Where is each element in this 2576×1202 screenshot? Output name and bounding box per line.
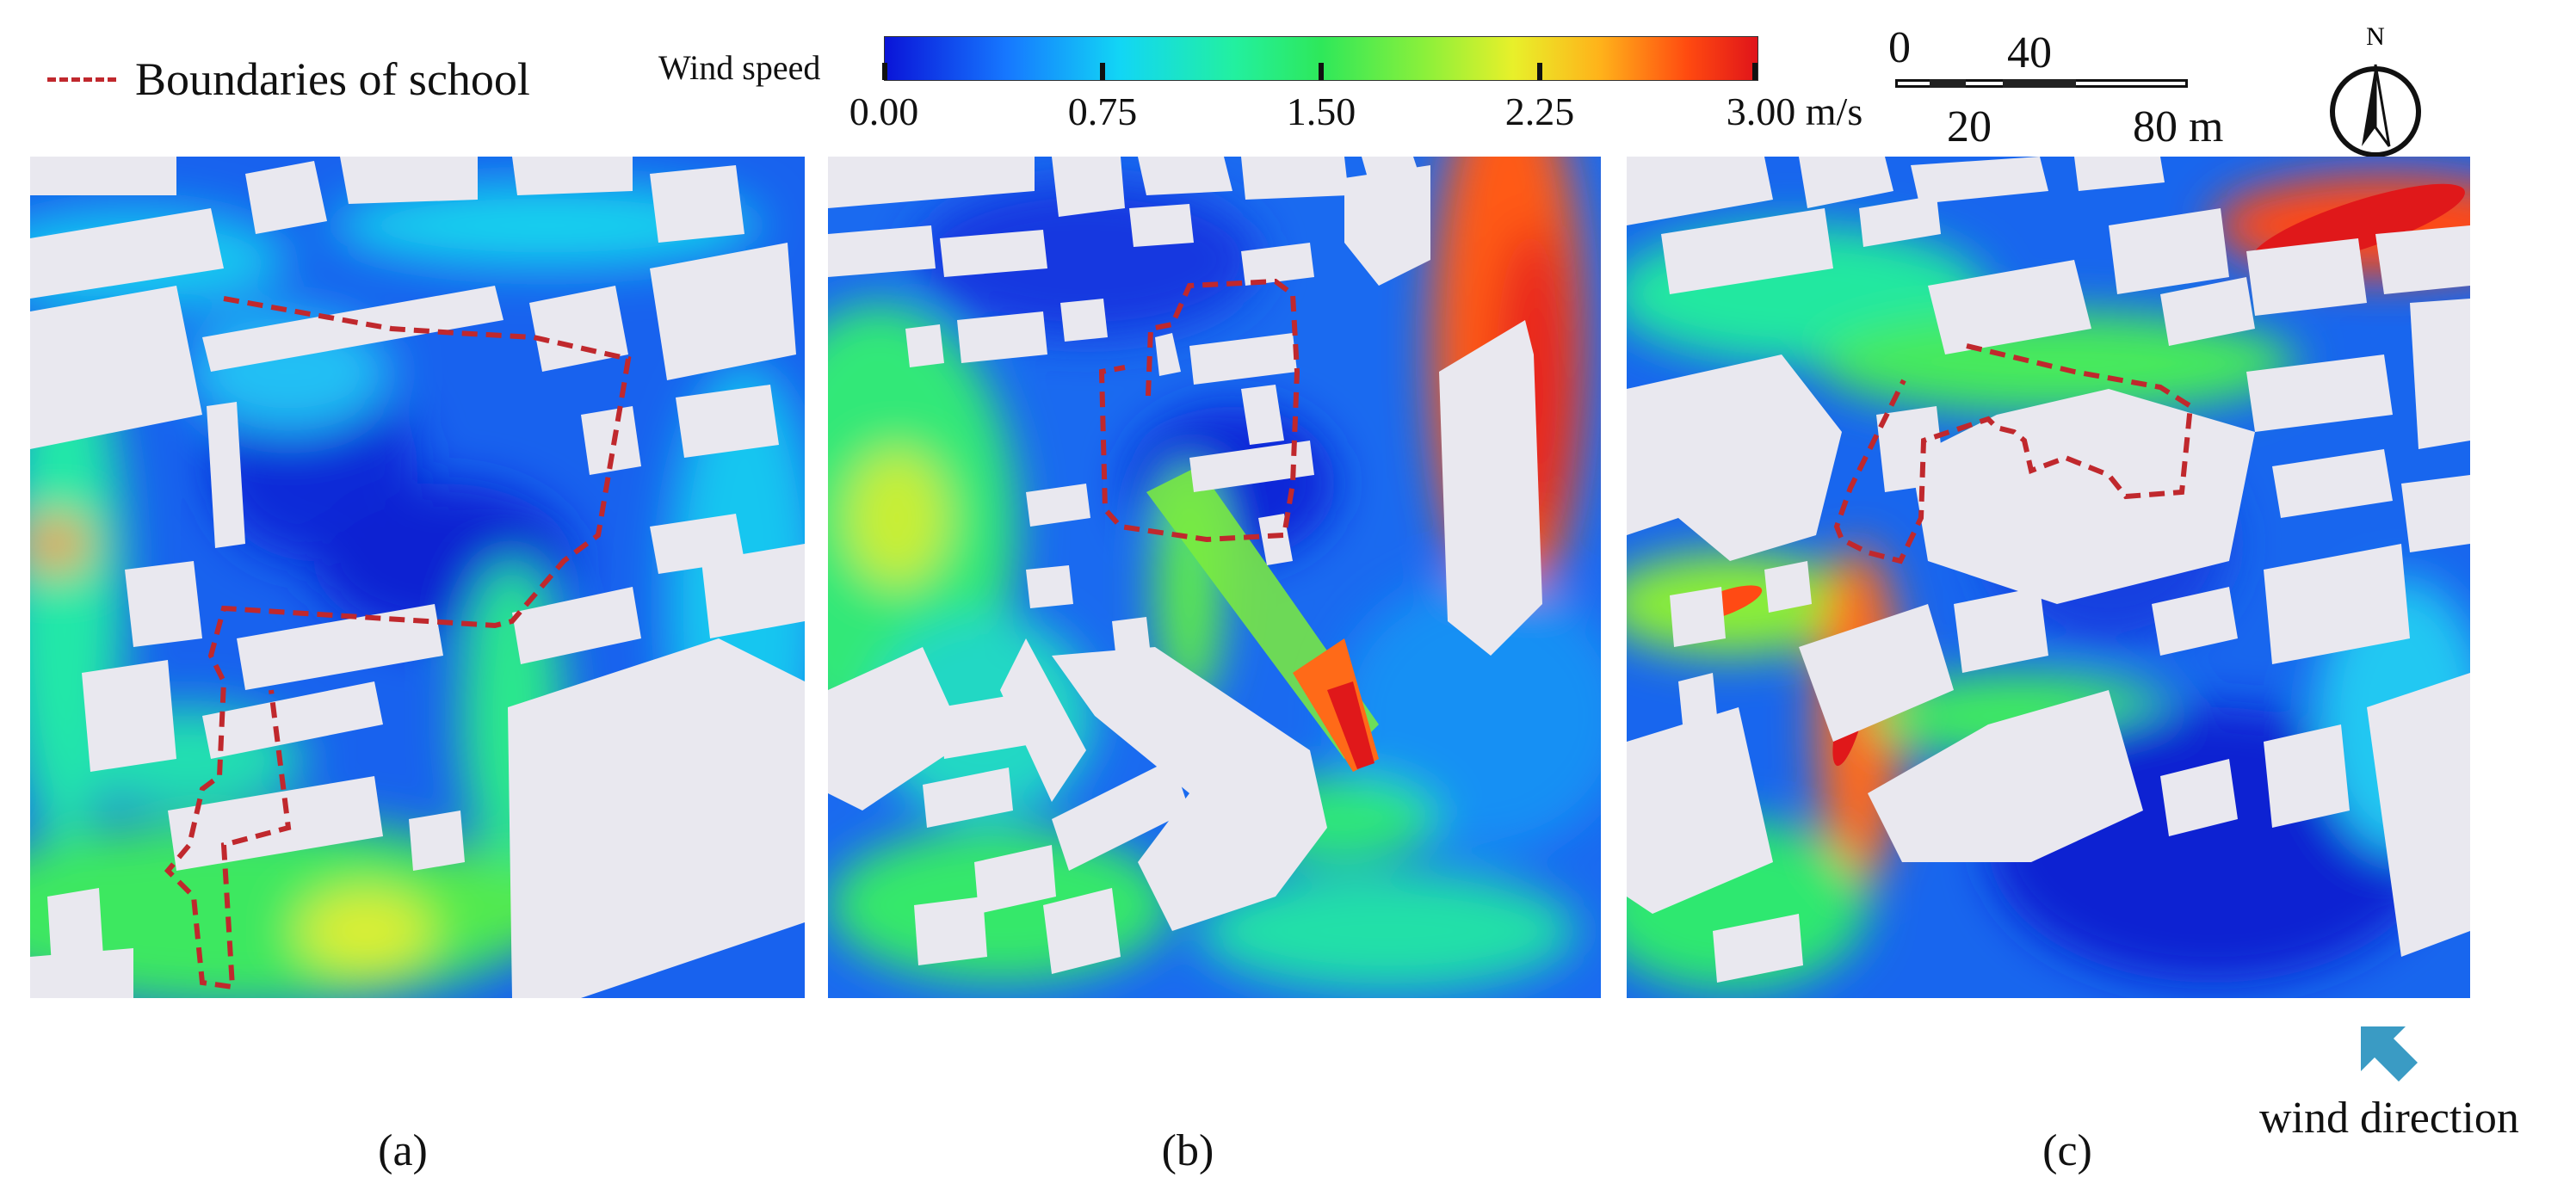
wind-speed-colorbar <box>882 36 1758 81</box>
colorbar-tick-label: 3.00 m/s <box>1726 89 1863 133</box>
scale-bar-segment <box>1930 79 1966 88</box>
boundary-dash-icon <box>47 77 116 82</box>
colorbar-tick-label: 2.25 <box>1504 89 1575 133</box>
buildings-c <box>1627 157 2470 983</box>
colorbar-tick-label: 0.75 <box>1067 89 1138 133</box>
colorbar-tick <box>1100 63 1105 80</box>
scale-bar: 0 40 20 80 m <box>1888 23 2223 155</box>
scale-label-bottom: 20 <box>1947 102 1992 151</box>
panel-label-a: (a) <box>378 1126 428 1175</box>
map-panel-c <box>1627 157 2470 998</box>
school-boundary-b <box>1098 278 1300 543</box>
map-panel-b <box>828 157 1601 998</box>
buildings-a <box>30 157 805 998</box>
panel-label-b: (b) <box>1161 1126 1214 1175</box>
boundary-legend: Boundaries of school <box>47 45 530 114</box>
north-label: N <box>2366 22 2385 51</box>
scale-label-top: 40 <box>2007 28 2052 77</box>
panel-label-c: (c) <box>2042 1126 2092 1175</box>
wind-direction-label: wind direction <box>2259 1094 2519 1143</box>
scale-label-bottom: 80 m <box>2133 102 2224 151</box>
scale-bar-segment <box>2003 79 2076 88</box>
school-boundary-c <box>1833 343 2194 564</box>
colorbar-tick <box>1752 63 1757 80</box>
scale-label-top: 0 <box>1888 23 1911 72</box>
colorbar-tick <box>1537 63 1542 80</box>
map-panel-a <box>30 157 805 998</box>
colorbar-tick <box>1319 63 1324 80</box>
boundary-legend-label: Boundaries of school <box>135 53 530 105</box>
colorbar-tick-label: 1.50 <box>1286 89 1356 133</box>
colorbar-tick <box>882 63 887 80</box>
school-boundary-a <box>164 296 632 990</box>
wind-direction-arrow-icon <box>2354 1020 2423 1088</box>
colorbar-title: Wind speed <box>658 48 821 87</box>
north-arrow-icon: N <box>2324 17 2427 163</box>
colorbar-tick-label: 0.00 <box>849 89 919 133</box>
buildings-b <box>828 157 1542 974</box>
